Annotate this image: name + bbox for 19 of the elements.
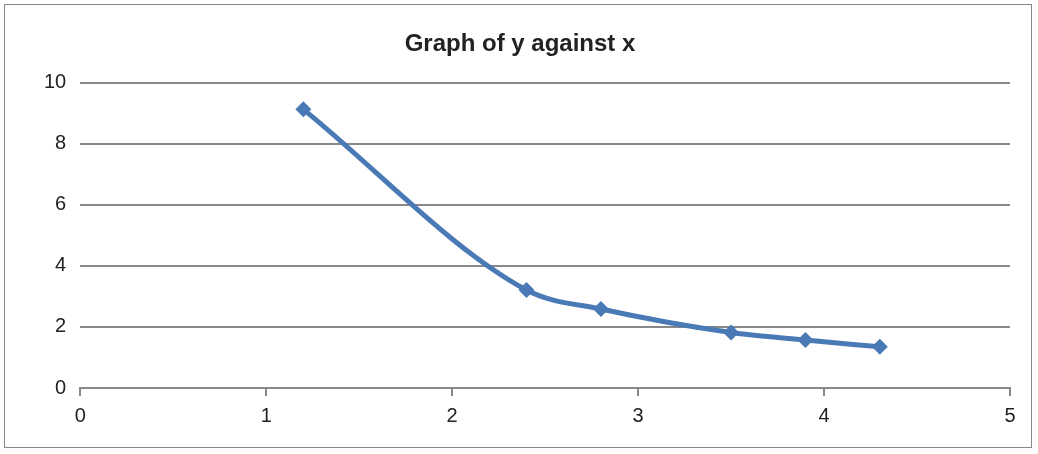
- y-tick-label: 10: [44, 70, 67, 93]
- y-tick-label: 2: [55, 314, 67, 337]
- point: [295, 101, 312, 118]
- point: [518, 282, 535, 299]
- y-tick-label: 6: [55, 192, 67, 215]
- point: [797, 332, 814, 349]
- y-tick-label: 0: [55, 375, 67, 398]
- x-tick-label: 2: [446, 403, 458, 426]
- point: [871, 338, 888, 355]
- point: [592, 300, 609, 317]
- x-tick-label: 3: [632, 403, 644, 426]
- x-tick-label: 1: [260, 403, 272, 426]
- x-tick-label: 4: [818, 403, 830, 426]
- y-tick-label: 4: [55, 253, 67, 276]
- point: [723, 324, 740, 341]
- x-tick-label: 0: [74, 403, 86, 426]
- x-tick-label: 5: [1004, 403, 1016, 426]
- y-tick-label: 8: [55, 131, 67, 154]
- chart-title: Graph of y against x: [404, 29, 637, 57]
